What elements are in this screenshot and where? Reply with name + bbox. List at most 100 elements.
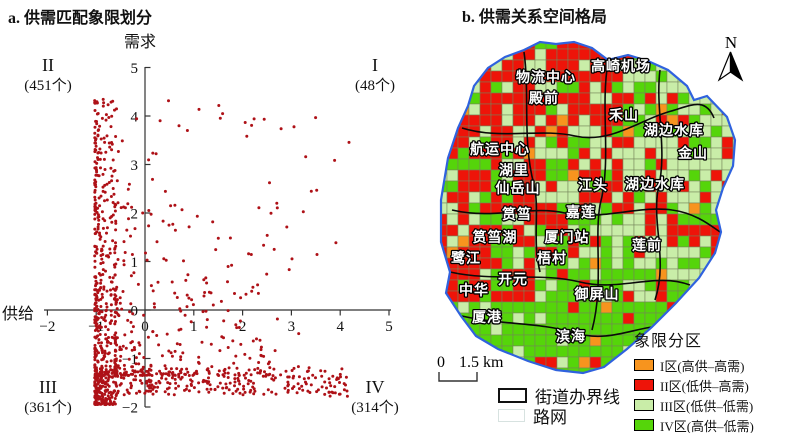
scatter-point [205,387,209,391]
map-parcel [611,301,624,314]
map-parcel [710,301,723,314]
map-parcel [666,48,679,61]
map-parcel [446,213,459,226]
scatter-point [104,368,108,372]
map-parcel [611,268,624,281]
scatter-point [111,276,115,280]
scatter-point [95,120,98,123]
scatter-point [155,372,159,376]
map-parcel [567,367,580,373]
scatter-point [309,189,313,193]
scatter-point [275,206,279,210]
scatter-point [259,345,263,349]
scatter-point [311,373,315,377]
map-parcel [512,301,525,314]
scatter-point [93,288,97,292]
scatter-point [122,240,126,244]
scatter-point [197,390,201,394]
scatter-point [167,392,171,396]
scatter-point [122,263,126,267]
scatter-point [114,294,118,298]
map-parcel [611,367,624,373]
scatter-point [102,285,106,289]
map-place-label: 湖里 [499,163,529,179]
scatter-point [119,348,123,351]
legend-row-4: IV区(高供–低需) [634,415,800,433]
map-parcel [446,235,459,248]
x-tick-label: 5 [385,319,393,335]
map-parcel [501,125,514,138]
map-parcel [732,301,735,314]
scatter-point [297,332,301,336]
scatter-point [232,361,236,365]
map-parcel [468,268,481,281]
scatter-point [297,375,301,379]
map-parcel [688,257,701,270]
north-arrow: N [717,33,744,82]
map-place-label: 航运中心 [470,141,530,158]
map-parcel [644,290,657,303]
scatter-point [257,361,261,364]
scatter-point [110,174,114,178]
quadrant-iv-numeral: IV [365,377,385,397]
scatter-point [108,251,112,255]
scatter-point [93,109,97,112]
scatter-point [97,298,101,302]
scatter-point [338,372,342,376]
scatter-point [98,367,102,371]
scatter-point [113,209,117,213]
scatter-point [142,356,146,359]
scatter-point [214,248,218,252]
scatter-point [122,259,126,263]
scatter-point [132,346,136,349]
map-parcel [732,158,735,171]
scatter-point [131,325,135,329]
scatter-point [190,298,194,302]
scatter-point [107,336,110,339]
scatter-point [106,103,110,107]
map-parcel [534,147,547,160]
scatter-point [246,382,250,386]
scatter-point [184,387,188,391]
scatter-point [132,378,136,382]
map-parcel [611,92,624,105]
map-parcel [710,180,723,193]
map-parcel [699,169,712,182]
map-parcel [721,246,734,259]
map-parcel [490,257,503,270]
scatter-point [151,289,155,293]
map-parcel [446,367,459,373]
map-parcel [446,81,459,94]
scatter-point [100,370,104,374]
scatter-point [271,374,275,378]
scatter-point [252,117,256,121]
map-parcel [622,92,635,105]
legend-row-1: I区(高供–高需) [634,355,800,375]
map-parcel [468,180,481,193]
scatter-point [99,377,103,381]
scatter-point [100,116,104,120]
scatter-point [109,293,113,297]
scatter-point [116,364,120,368]
map-parcel [446,334,459,347]
map-parcel [710,158,723,171]
scatter-point [93,358,97,362]
scatter-points-layer [93,97,351,407]
scatter-point [132,271,136,275]
map-parcel [479,257,492,270]
map-parcel [446,114,459,127]
scatter-point [99,286,103,290]
y-axis-title: 需求 [123,34,156,51]
scatter-point [137,389,141,393]
scatter-point [97,174,101,178]
scatter-point [153,305,156,309]
map-place-label: 物流中心 [516,69,576,86]
scatter-point [175,367,179,371]
scatter-point [109,309,113,313]
scatter-point [150,374,154,377]
scatter-point [127,373,131,377]
x-tick-label: 4 [336,319,344,335]
map-parcel [556,114,569,127]
scatter-point [129,302,133,306]
map-parcel [611,246,624,259]
